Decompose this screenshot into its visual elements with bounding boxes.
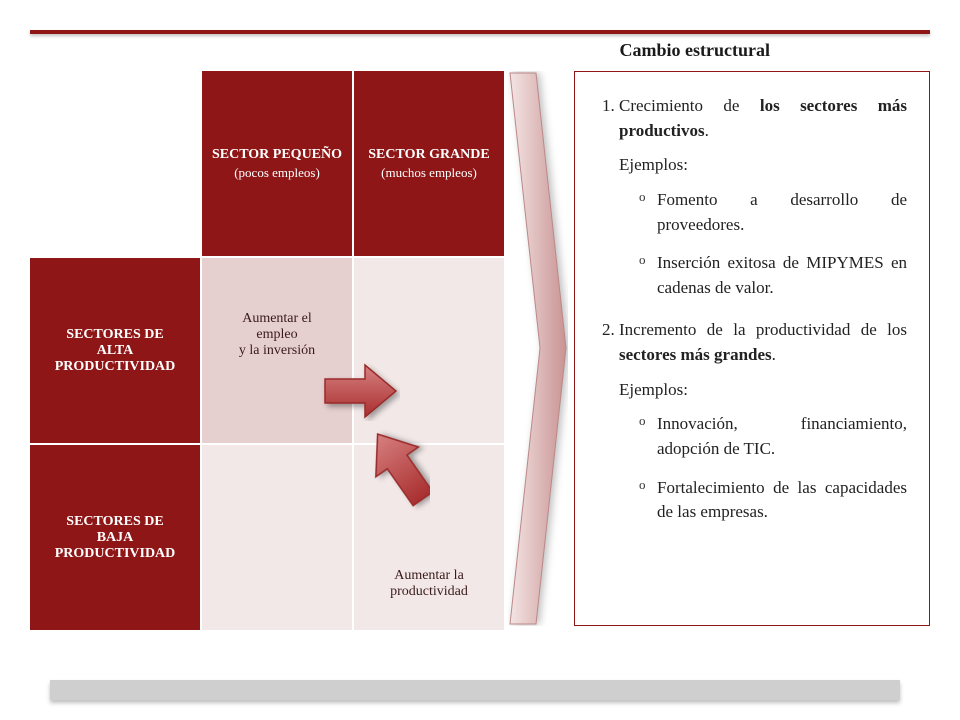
cell-high-small-l2: empleo [256,327,297,343]
header-divider [30,30,930,34]
big-arrow-icon [508,71,568,626]
matrix-2x2: SECTOR PEQUEÑO (pocos empleos) SECTOR GR… [30,71,504,630]
cell-low-small [202,445,352,630]
matrix-blank-corner [30,71,200,256]
item2-pre: Incremento de la productividad de los [619,320,907,339]
row-header-high-l3: PRODUCTIVIDAD [55,359,176,375]
text-panel: Crecimiento de los sectores más producti… [574,71,930,626]
item2-examples-label: Ejemplos: [619,378,907,403]
cell-low-large-l2: productividad [390,584,468,600]
item1-post: . [705,121,709,140]
row-header-low-l2: BAJA [97,530,134,546]
arrow-up-icon [370,421,430,511]
item1-examples-label: Ejemplos: [619,153,907,178]
item1-ex1: Fomento a desarrollo de proveedores. [639,188,907,237]
row-header-high: SECTORES DE ALTA PRODUCTIVIDAD [30,258,200,443]
row-header-low-l3: PRODUCTIVIDAD [55,546,176,562]
row-header-high-l2: ALTA [97,343,134,359]
item2-ex1: Innovación, financiamiento, adopción de … [639,412,907,461]
item1-pre: Crecimiento de [619,96,760,115]
col-header-large: SECTOR GRANDE (muchos empleos) [354,71,504,256]
cell-high-small-l1: Aumentar el [242,311,312,327]
item2-ex2: Fortalecimiento de las capacidades de la… [639,476,907,525]
row-header-low: SECTORES DE BAJA PRODUCTIVIDAD [30,445,200,630]
item1-ex2: Inserción exitosa de MIPYMES en cadenas … [639,251,907,300]
row-header-high-l1: SECTORES DE [66,327,163,343]
panel-item-1: Crecimiento de los sectores más producti… [619,94,907,300]
col-header-small-sub: (pocos empleos) [234,165,320,181]
arrow-right-icon [320,361,400,421]
item2-post: . [772,345,776,364]
row-header-low-l1: SECTORES DE [66,514,163,530]
page-title: Cambio estructural [30,40,930,61]
cell-low-large-l1: Aumentar la [394,568,464,584]
cell-high-small-l3: y la inversión [239,343,315,359]
main-content: SECTOR PEQUEÑO (pocos empleos) SECTOR GR… [30,71,930,630]
item2-bold: sectores más grandes [619,345,772,364]
col-header-large-sub: (muchos empleos) [381,165,477,181]
col-header-large-main: SECTOR GRANDE [368,147,490,163]
footer-bar [50,680,900,700]
panel-item-2: Incremento de la productividad de los se… [619,318,907,524]
col-header-small-main: SECTOR PEQUEÑO [212,147,342,163]
col-header-small: SECTOR PEQUEÑO (pocos empleos) [202,71,352,256]
